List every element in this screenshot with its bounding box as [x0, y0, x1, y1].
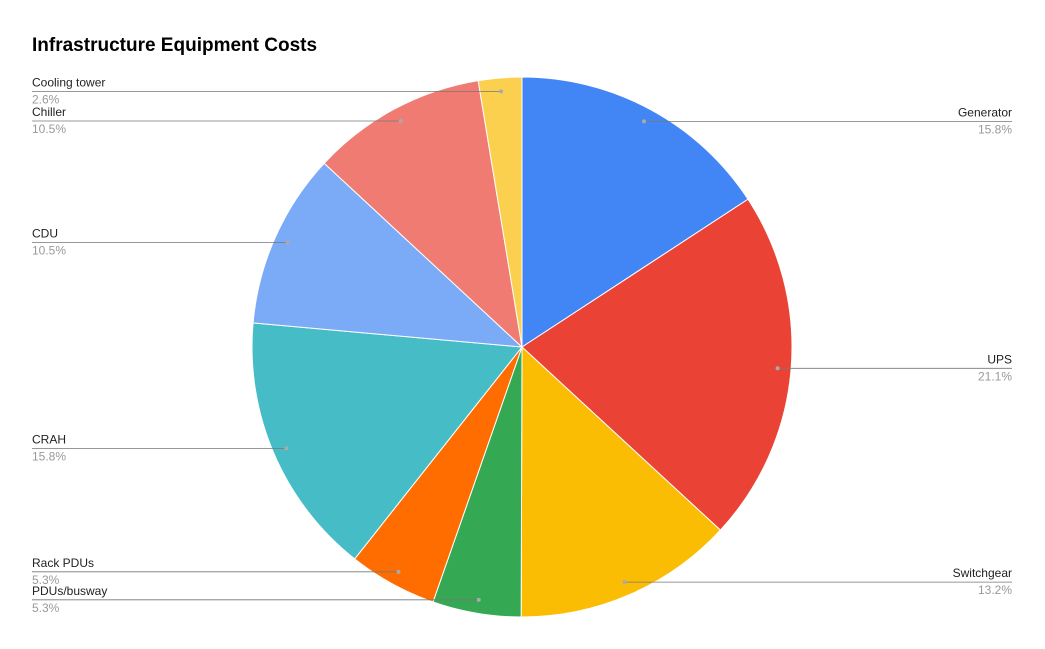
slice-value-label: 5.3% — [32, 601, 60, 615]
slice-value-label: 15.8% — [978, 122, 1012, 136]
slice-label: PDUs/busway — [32, 584, 107, 598]
slice-label: Cooling tower — [32, 75, 105, 89]
leader-dot — [285, 240, 290, 245]
slice-label: CDU — [32, 227, 58, 241]
slice-value-label: 5.3% — [32, 573, 60, 587]
slice-value-label: 10.5% — [32, 122, 66, 136]
slice-label: Chiller — [32, 105, 66, 119]
slice-label: Generator — [958, 105, 1012, 119]
slice-label: CRAH — [32, 432, 66, 446]
slice-value-label: 13.2% — [978, 583, 1012, 597]
leader-dot — [476, 597, 481, 602]
leader-dot — [499, 89, 504, 94]
pie-slice — [323, 80, 523, 349]
slice-value-label: 10.5% — [32, 244, 66, 258]
pie-slice — [520, 345, 722, 618]
chart-title: Infrastructure Equipment Costs — [32, 35, 317, 56]
slice-label: UPS — [987, 352, 1012, 366]
slice-value-label: 2.6% — [32, 92, 60, 106]
leader-dot — [775, 366, 780, 371]
slice-value-label: 15.8% — [32, 449, 66, 463]
leader-dot — [622, 580, 627, 585]
leader-dot — [396, 569, 401, 574]
pie-slice — [251, 322, 523, 560]
slice-label: Rack PDUs — [32, 556, 94, 570]
pie-slice — [477, 76, 523, 348]
pie-slice — [252, 162, 524, 348]
leader-dot — [642, 119, 647, 124]
leader-dot — [398, 119, 403, 124]
pie-slice — [521, 198, 793, 531]
pie-slice — [521, 76, 749, 348]
leader-dot — [284, 446, 289, 451]
slice-label: Switchgear — [953, 566, 1012, 580]
slice-value-label: 21.1% — [978, 369, 1012, 383]
